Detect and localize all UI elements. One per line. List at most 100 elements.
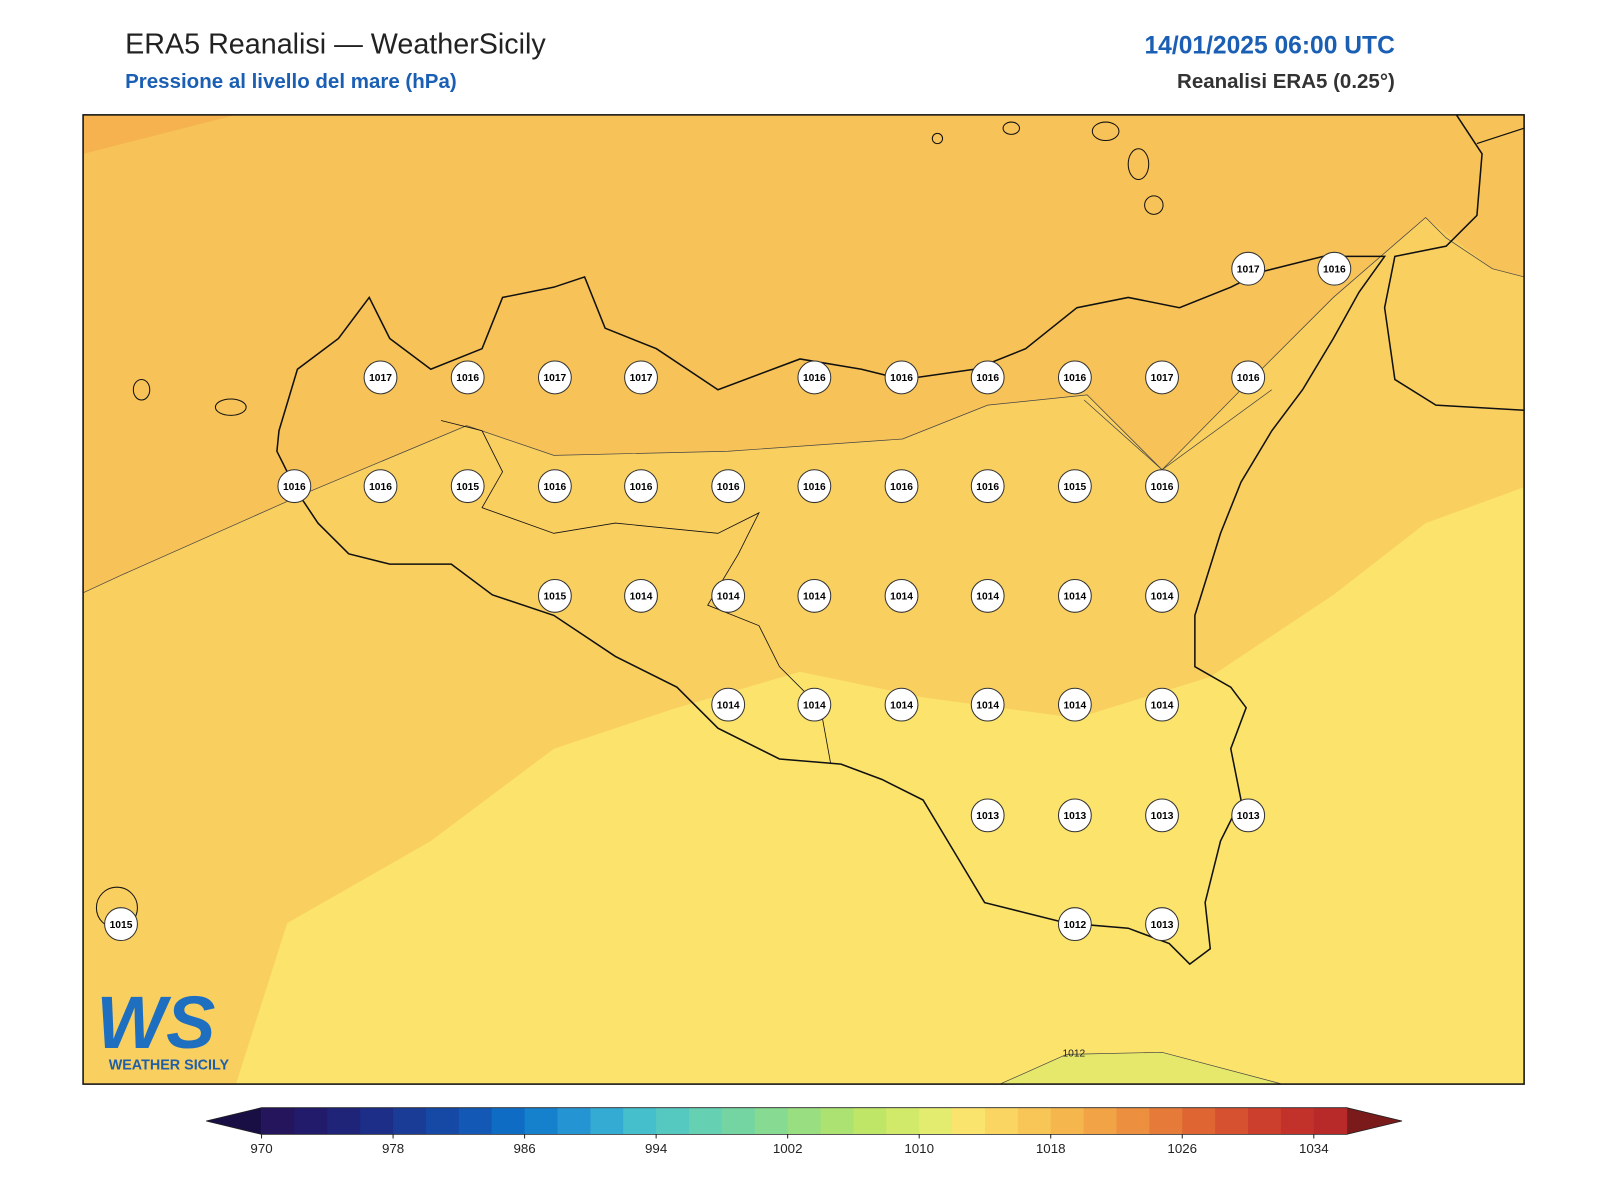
colorbar-bin [1215,1107,1249,1135]
station-marker [1145,469,1179,504]
colorbar-bin [754,1107,789,1135]
station-marker [1057,798,1092,833]
station-marker [363,469,398,504]
station-marker [1231,798,1266,833]
station-value: 1016 [283,482,306,493]
colorbar-tick-label: 1034 [1299,1141,1329,1156]
station-value: 1016 [890,482,913,493]
station-value: 1014 [717,700,740,711]
field [1000,1052,1283,1085]
station-value: 1016 [1151,482,1174,493]
station-marker [970,687,1005,722]
logo: WS WEATHER SICILY [96,981,229,1074]
colorbar-bin [524,1107,558,1135]
station-value: 1014 [976,700,999,711]
island [214,398,247,416]
station-marker [711,687,746,722]
island [1002,121,1020,135]
colorbar-tick-label: 1010 [904,1141,934,1156]
station-marker [884,360,919,395]
station-value: 1015 [456,482,479,493]
colorbar-extend [1346,1107,1403,1135]
colorbar-bin [952,1107,986,1135]
isobar [83,216,1525,594]
station-value: 1015 [1063,482,1086,493]
island [132,378,151,401]
station-value: 1016 [369,482,392,493]
station-marker [1057,907,1092,942]
colorbar-bin [1083,1107,1118,1135]
colorbar-bin [491,1107,526,1135]
station-value: 1015 [543,592,566,603]
station-value: 1016 [976,373,999,384]
station-value: 1014 [1063,700,1086,711]
station-marker [797,578,832,613]
colorbar-bin [656,1107,690,1135]
colorbar-bin [393,1107,427,1135]
station-value: 1016 [1237,373,1260,384]
island [1091,121,1120,142]
station-value: 1016 [1323,264,1346,275]
station-value: 1014 [630,592,653,603]
colorbar-bin [425,1107,460,1135]
station-value: 1013 [1151,920,1174,931]
colorbar-bin [919,1107,953,1135]
station-marker [711,578,746,613]
colorbar-bin [1182,1107,1216,1135]
station-value: 1013 [976,811,999,822]
station-value: 1014 [717,592,740,603]
colorbar-bin [1248,1107,1282,1135]
coastline [1383,114,1525,412]
station-value: 1016 [1063,373,1086,384]
station-marker [1145,907,1179,942]
colorbar-tick-label: 970 [250,1141,272,1156]
colorbar-bin [1116,1107,1150,1135]
station-marker [884,687,919,722]
colorbar-tick-label: 978 [382,1141,404,1156]
station-value: 1016 [543,482,566,493]
station-value: 1013 [1063,811,1086,822]
station-marker [363,360,398,395]
station-value: 1013 [1151,811,1174,822]
station-marker [104,907,138,942]
station-value: 1014 [890,592,913,603]
station-value: 1016 [976,482,999,493]
station-value: 1014 [976,592,999,603]
province-border [440,420,832,765]
logo-mark: WS [96,981,215,1064]
station-value: 1016 [456,373,479,384]
station-marker [1317,251,1352,286]
isobar [999,1051,1283,1085]
station-value: 1016 [890,373,913,384]
station-marker [624,578,658,613]
colorbar-bin [261,1107,295,1135]
station-marker [797,469,832,504]
source: Reanalisi ERA5 (0.25°) [1177,70,1395,93]
station-value: 1017 [369,373,392,384]
coastline [1476,127,1525,145]
colorbar-bin [689,1107,723,1135]
station-value: 1016 [803,373,826,384]
colorbar-tick-label: 1002 [773,1141,803,1156]
station-value: 1012 [1063,920,1086,931]
station-marker [970,360,1005,395]
field [83,114,236,154]
station-marker [1057,360,1092,395]
station-marker [970,798,1005,833]
colorbar-bin [360,1107,394,1135]
station-marker [711,469,746,504]
island [1144,195,1164,215]
logo-name: WEATHER SICILY [109,1058,230,1074]
station-value: 1014 [1063,592,1086,603]
station-marker [797,687,832,722]
stations: 1017 1016 1017 1016 1017 1017 1016 1016 1016 1016… [104,251,1352,942]
colorbar-bin [1313,1107,1348,1135]
colorbar-bin [1050,1107,1085,1135]
station-value: 1017 [543,373,566,384]
colorbar-bin [294,1107,328,1135]
station-value: 1014 [1151,592,1174,603]
station-value: 1014 [803,700,826,711]
station-value: 1014 [1151,700,1174,711]
colorbar-bin [886,1107,920,1135]
